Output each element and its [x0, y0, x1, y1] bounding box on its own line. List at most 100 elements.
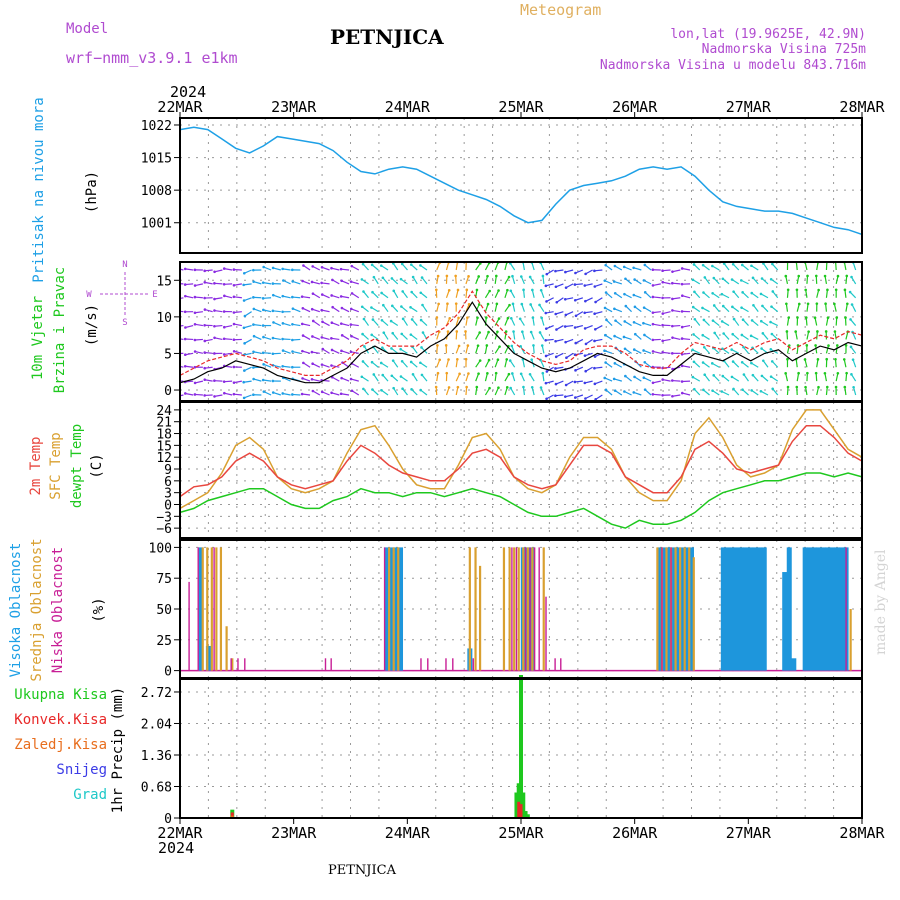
- x-tick-label-bottom: 28MAR: [839, 824, 885, 842]
- wind-arrow-head: [509, 289, 513, 293]
- wind-arrow-head: [262, 265, 265, 269]
- high-cloud-bar: [393, 547, 399, 671]
- high-cloud-bar: [666, 547, 672, 671]
- wind-arrow-head: [786, 385, 790, 389]
- wind-arrow: [180, 365, 184, 368]
- wind-arrow-head: [583, 354, 587, 357]
- wind-arrow-head: [554, 339, 557, 343]
- wind-arrow-head: [593, 269, 596, 273]
- wind-arrow-head: [671, 297, 674, 301]
- y-tick-label: 0.68: [141, 780, 172, 795]
- cloud-label-low: Niska Oblacnost: [50, 547, 66, 673]
- wind-arrow: [575, 394, 584, 399]
- wind-arrow: [180, 297, 184, 300]
- wind-arrow: [722, 375, 730, 382]
- wind-arrow: [692, 349, 701, 354]
- wind-arrow: [302, 323, 311, 327]
- wind-arrow-head: [701, 306, 704, 310]
- wind-arrow-head: [554, 285, 558, 289]
- wind-arrow-head: [261, 378, 265, 382]
- wind-arrow: [702, 307, 710, 313]
- wind-arrow-head: [232, 392, 236, 396]
- wind-arrow: [400, 306, 408, 313]
- wind-arrow-head: [409, 333, 413, 336]
- wind-arrow-head: [701, 361, 705, 364]
- wind-arrow: [574, 283, 583, 286]
- wind-arrow: [372, 389, 379, 396]
- wind-arrow-head: [419, 264, 422, 267]
- wind-arrow-head: [554, 269, 557, 273]
- wind-arrow-head: [331, 305, 334, 309]
- wind-arrow: [595, 297, 603, 303]
- wind-arrow-head: [671, 367, 674, 371]
- wind-arrow-head: [730, 375, 734, 379]
- wind-arrow: [504, 359, 508, 368]
- high-cloud-bar: [398, 547, 404, 671]
- wind-arrow-head: [539, 386, 543, 389]
- wind-arrow: [214, 309, 223, 313]
- sfc-temp-line: [179, 409, 863, 510]
- y-tick-label: 24: [156, 404, 172, 419]
- wind-arrow: [692, 306, 701, 313]
- wind-arrow-head: [623, 292, 626, 296]
- wind-arrow: [542, 275, 545, 284]
- wind-arrow: [263, 336, 272, 341]
- wind-arrow-head: [392, 386, 395, 390]
- wind-arrow-head: [242, 326, 246, 330]
- high-cloud-bar: [752, 547, 758, 671]
- wind-arrow: [713, 305, 720, 313]
- wind-arrow-head: [174, 337, 177, 340]
- wind-arrow: [292, 393, 301, 396]
- wind-arrow: [302, 393, 311, 396]
- wind-arrow: [494, 290, 500, 299]
- wind-arrow-head: [845, 371, 848, 375]
- wind-arrow: [194, 380, 204, 384]
- wind-arrow-head: [661, 312, 665, 315]
- wind-arrow: [614, 280, 623, 285]
- wind-arrow-head: [409, 360, 413, 364]
- wind-arrow: [595, 325, 603, 330]
- wind-arrow-head: [281, 364, 284, 368]
- wind-arrow: [770, 278, 779, 285]
- y-tick-label: 18: [156, 428, 172, 443]
- wind-arrow: [204, 281, 213, 285]
- wind-arrow: [722, 348, 730, 354]
- wind-arrow-head: [183, 353, 187, 357]
- wind-arrow-head: [421, 303, 424, 307]
- wind-arrow: [531, 387, 535, 396]
- y-tick-label: 1015: [141, 152, 172, 167]
- wind-arrow-head: [302, 264, 305, 267]
- wind-arrow: [761, 305, 769, 313]
- wind-arrow-head: [795, 385, 799, 389]
- wind-arrow-head: [467, 275, 470, 278]
- wind-arrow-head: [691, 375, 695, 379]
- wind-arrow-head: [390, 304, 394, 308]
- wind-arrow-head: [511, 274, 514, 278]
- wind-arrow-head: [252, 296, 255, 299]
- wind-arrow: [575, 311, 584, 317]
- wind-arrow-head: [519, 275, 523, 278]
- wind-arrow: [244, 311, 252, 317]
- wind-arrow: [273, 321, 282, 327]
- wind-arrow-head: [806, 302, 810, 306]
- wind-arrow-head: [680, 380, 684, 383]
- wind-arrow-head: [242, 380, 245, 384]
- wind-arrow: [510, 290, 516, 299]
- wind-arrow-head: [183, 392, 187, 395]
- y-tick-label: 2.72: [141, 686, 172, 701]
- wind-arrow: [263, 379, 272, 382]
- wind-arrow-head: [529, 303, 532, 306]
- wind-arrow-head: [544, 381, 548, 385]
- wind-arrow-head: [761, 304, 764, 308]
- wind-arrow-head: [505, 386, 509, 389]
- wind-arrow-head: [604, 333, 607, 337]
- wind-arrow: [786, 331, 789, 340]
- model-label: Model: [66, 21, 108, 37]
- wind-arrow-head: [661, 366, 664, 370]
- wind-arrow: [511, 345, 516, 354]
- wind-arrow-head: [213, 379, 216, 382]
- wind-arrow: [529, 276, 535, 285]
- wind-arrow: [392, 263, 399, 271]
- wind-arrow: [633, 391, 642, 396]
- wind-arrow-head: [301, 279, 304, 283]
